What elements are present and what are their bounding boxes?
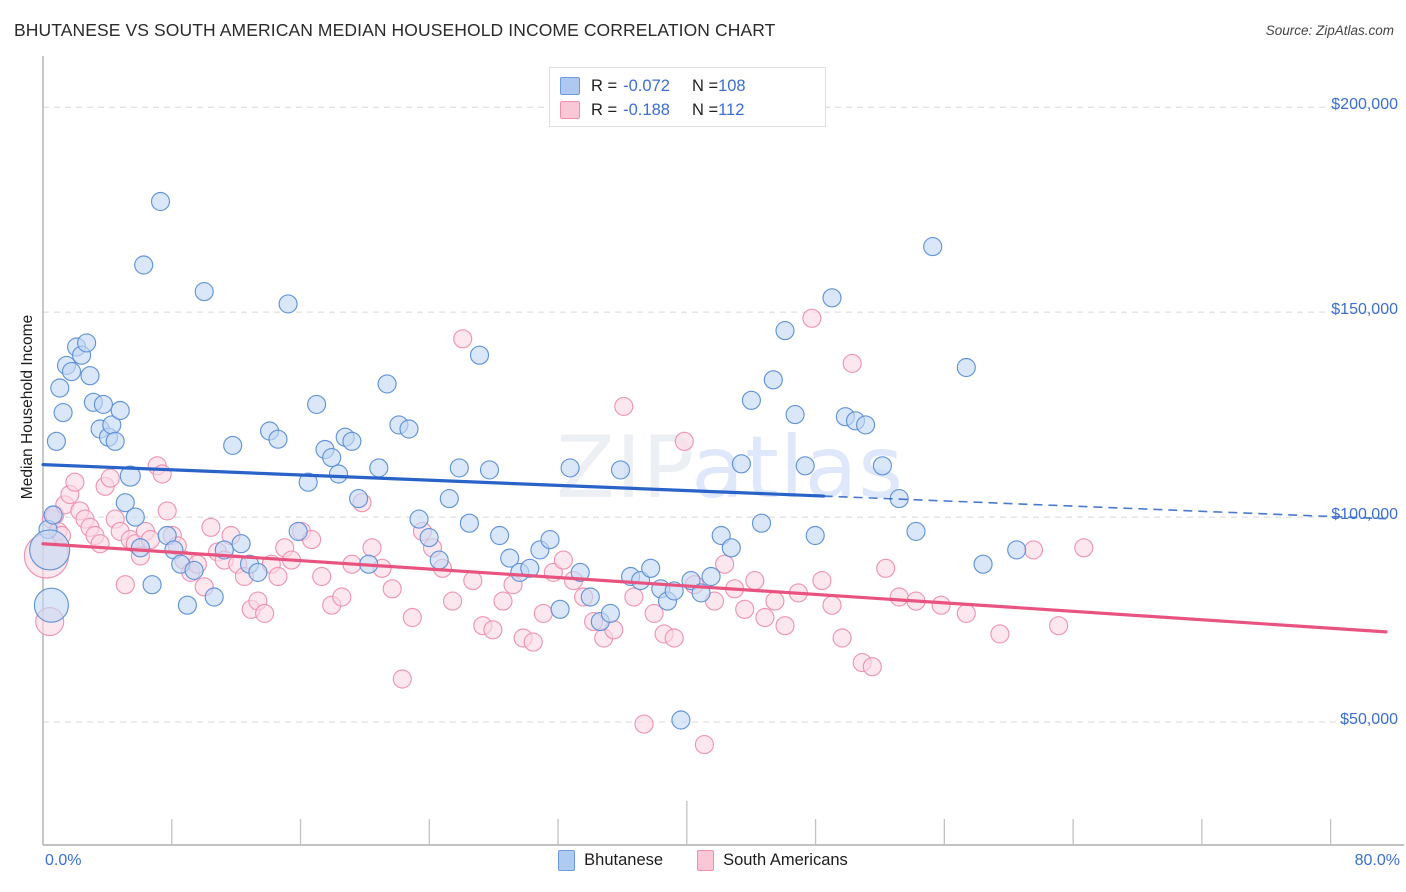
y-axis-title: Median Household Income bbox=[19, 314, 36, 500]
legend-item-bhutanese[interactable]: Bhutanese bbox=[558, 850, 663, 871]
correlation-stats-box: R = -0.072 N = 108 R = -0.188 N = 112 bbox=[549, 67, 826, 127]
x-axis-ticks bbox=[171, 801, 1332, 845]
stats-r-label-south-americans: R = bbox=[591, 100, 618, 119]
stats-swatch-south-americans bbox=[560, 101, 580, 119]
gridlines bbox=[43, 106, 1386, 723]
axis-lines bbox=[42, 56, 1404, 846]
legend-swatch-south-americans bbox=[697, 850, 715, 871]
y-tick-label-1: $150,000 bbox=[1331, 301, 1398, 319]
series-points-bhutanese bbox=[29, 191, 1027, 730]
stats-n-value-bhutanese: 108 bbox=[718, 76, 746, 95]
series-legend: Bhutanese South Americans bbox=[0, 850, 1406, 871]
page-title: BHUTANESE VS SOUTH AMERICAN MEDIAN HOUSE… bbox=[14, 20, 776, 40]
y-tick-label-3: $50,000 bbox=[1340, 711, 1398, 729]
legend-label-south-americans: South Americans bbox=[723, 851, 848, 869]
y-tick-label-2: $100,000 bbox=[1331, 506, 1398, 524]
x-axis-max-label: 80.0% bbox=[1354, 852, 1400, 869]
stats-n-label-south-americans: N = bbox=[691, 100, 719, 119]
stats-row-bhutanese: R = -0.072 N = 108 bbox=[560, 74, 815, 98]
legend-label-bhutanese: Bhutanese bbox=[584, 851, 664, 869]
stats-r-label-bhutanese: R = bbox=[591, 76, 618, 95]
y-tick-label-0: $200,000 bbox=[1331, 96, 1398, 114]
legend-swatch-bhutanese bbox=[558, 850, 576, 871]
stats-r-value-south-americans: -0.188 bbox=[623, 100, 670, 119]
source-attribution: Source: ZipAtlas.com bbox=[1265, 23, 1394, 38]
legend-item-south-americans[interactable]: South Americans bbox=[697, 850, 848, 871]
stats-n-label-bhutanese: N = bbox=[691, 76, 719, 95]
stats-row-south-americans: R = -0.188 N = 112 bbox=[560, 98, 815, 122]
stats-n-value-south-americans: 112 bbox=[718, 100, 745, 119]
trend-lines bbox=[41, 463, 1388, 634]
x-axis-min-label: 0.0% bbox=[45, 852, 82, 869]
stats-swatch-bhutanese bbox=[560, 77, 580, 95]
stats-r-value-bhutanese: -0.072 bbox=[623, 76, 670, 95]
series-points-south-americans bbox=[23, 308, 1094, 755]
